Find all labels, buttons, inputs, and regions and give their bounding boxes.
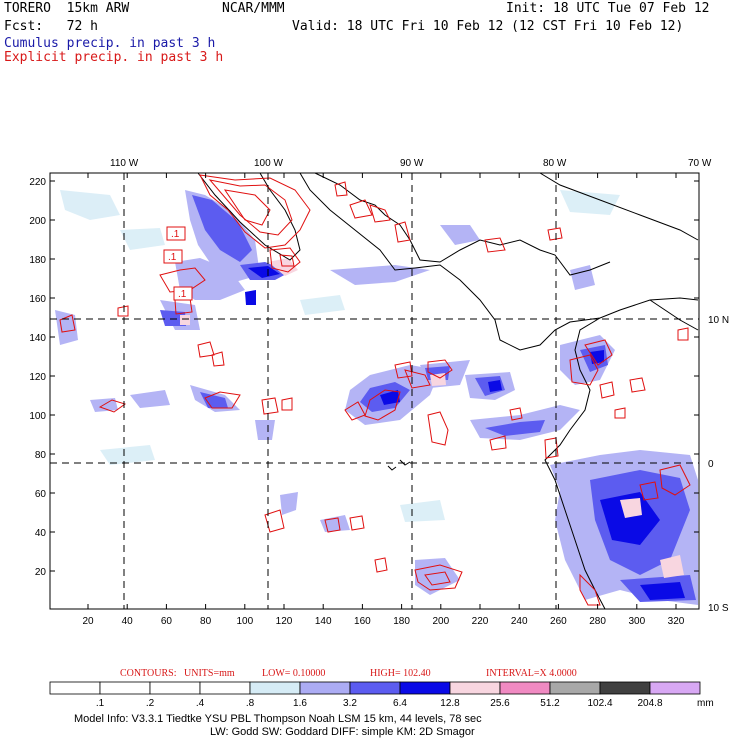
x-tick-label: 40 — [122, 616, 134, 627]
lon-label: 100 W — [254, 158, 283, 169]
contour-interval: INTERVAL=X 4.0000 — [486, 668, 577, 679]
colorbar-level: 1.6 — [293, 698, 307, 709]
colorbar-swatch — [449, 681, 501, 695]
colorbar-swatch — [199, 681, 251, 695]
colorbar-unit: mm — [697, 698, 714, 709]
colorbar-level: .4 — [196, 698, 205, 709]
lat-lon-grid — [50, 173, 699, 609]
colorbar-swatch — [149, 681, 201, 695]
y-tick-label: 120 — [29, 372, 46, 383]
y-tick-label: 100 — [29, 411, 46, 422]
contour-info: CONTOURS: UNITS=mm LOW= 0.10000 HIGH= 10… — [120, 668, 577, 679]
x-tick-label: 100 — [236, 616, 253, 627]
y-tick-label: 220 — [29, 177, 46, 188]
contour-label: .1 — [178, 289, 187, 300]
contour-label: .1 — [171, 229, 180, 240]
colorbar-swatch — [299, 681, 351, 695]
lon-label: 80 W — [543, 158, 567, 169]
colorbar-level: 6.4 — [393, 698, 407, 709]
x-tick-label: 180 — [393, 616, 410, 627]
y-tick-label: 160 — [29, 294, 46, 305]
colorbar-level: 51.2 — [540, 698, 560, 709]
footer-model-info: Model Info: V3.3.1 Tiedtke YSU PBL Thomp… — [74, 713, 482, 725]
x-tick-label: 140 — [315, 616, 332, 627]
x-tick-label: 80 — [200, 616, 212, 627]
colorbar-level: 25.6 — [490, 698, 510, 709]
colorbar-level: .1 — [96, 698, 105, 709]
colorbar-level: 12.8 — [440, 698, 460, 709]
lon-label: 70 W — [688, 158, 712, 169]
colorbar-swatch — [549, 681, 601, 695]
x-tick-label: 200 — [432, 616, 449, 627]
lat-label: 10 S — [708, 603, 729, 614]
y-tick-label: 180 — [29, 255, 46, 266]
contour-label: .1 — [168, 252, 177, 263]
colorbar-swatch — [399, 681, 451, 695]
contour-low: LOW= 0.10000 — [262, 668, 325, 679]
model-name: TORERO 15km ARW — [4, 1, 130, 16]
x-tick-label: 240 — [511, 616, 528, 627]
colorbar-level: 3.2 — [343, 698, 357, 709]
lat-label: 10 N — [708, 315, 729, 326]
y-tick-label: 140 — [29, 333, 46, 344]
y-tick-label: 60 — [35, 489, 47, 500]
x-tick-label: 300 — [628, 616, 645, 627]
colorbar-swatch — [99, 681, 151, 695]
x-tick-label: 20 — [82, 616, 94, 627]
colorbar-swatch — [599, 681, 651, 695]
organization: NCAR/MMM — [222, 1, 285, 16]
y-tick-label: 80 — [35, 450, 47, 461]
x-tick-label: 260 — [550, 616, 567, 627]
lon-label: 90 W — [400, 158, 424, 169]
colorbar-level: 204.8 — [637, 698, 662, 709]
colorbar-swatch — [349, 681, 401, 695]
x-tick-label: 280 — [589, 616, 606, 627]
colorbar: .1 .2 .4 .8 1.6 3.2 6.4 12.8 25.6 51.2 102.4 204.8 — [49, 681, 701, 709]
y-tick-label: 20 — [35, 567, 47, 578]
contour-info-label: CONTOURS: — [120, 668, 177, 679]
x-tick-label: 160 — [354, 616, 371, 627]
colorbar-swatch — [499, 681, 551, 695]
contour-label-boxes: .1 .1 .1 — [163, 226, 193, 301]
colorbar-level: 102.4 — [587, 698, 612, 709]
lat-label: 0 — [708, 459, 714, 470]
valid-time: Valid: 18 UTC Fri 10 Feb 12 (12 CST Fri … — [292, 19, 684, 34]
x-tick-label: 60 — [161, 616, 173, 627]
explicit-precip-contours — [59, 174, 691, 606]
footer-physics: LW: Godd SW: Goddard DIFF: simple KM: 2D… — [210, 726, 475, 738]
contour-units: UNITS=mm — [184, 668, 235, 679]
colorbar-swatch — [49, 681, 101, 695]
lon-label: 110 W — [110, 158, 139, 169]
y-tick-labels: 220 200 180 160 140 120 100 80 60 40 20 — [29, 177, 46, 578]
y-tick-label: 40 — [35, 528, 47, 539]
axis-tick-marks — [50, 173, 699, 609]
colorbar-swatch — [249, 681, 301, 695]
contour-high: HIGH= 102.40 — [370, 668, 431, 679]
x-tick-label: 120 — [276, 616, 293, 627]
cumulus-precip-title: Cumulus precip. in past 3 h — [4, 36, 216, 51]
colorbar-level: .2 — [146, 698, 155, 709]
x-tick-label: 220 — [472, 616, 489, 627]
x-tick-labels: 20 40 60 80 100 120 140 160 180 200 220 240 260 280 30… — [82, 616, 684, 627]
colorbar-level: .8 — [246, 698, 255, 709]
explicit-precip-title: Explicit precip. in past 3 h — [4, 50, 224, 65]
forecast-hour: Fcst: 72 h — [4, 19, 98, 34]
y-tick-label: 200 — [29, 216, 46, 227]
colorbar-swatch — [649, 681, 701, 695]
init-time: Init: 18 UTC Tue 07 Feb 12 — [506, 1, 710, 16]
x-tick-label: 320 — [668, 616, 685, 627]
cumulus-precip-areas — [55, 190, 698, 605]
